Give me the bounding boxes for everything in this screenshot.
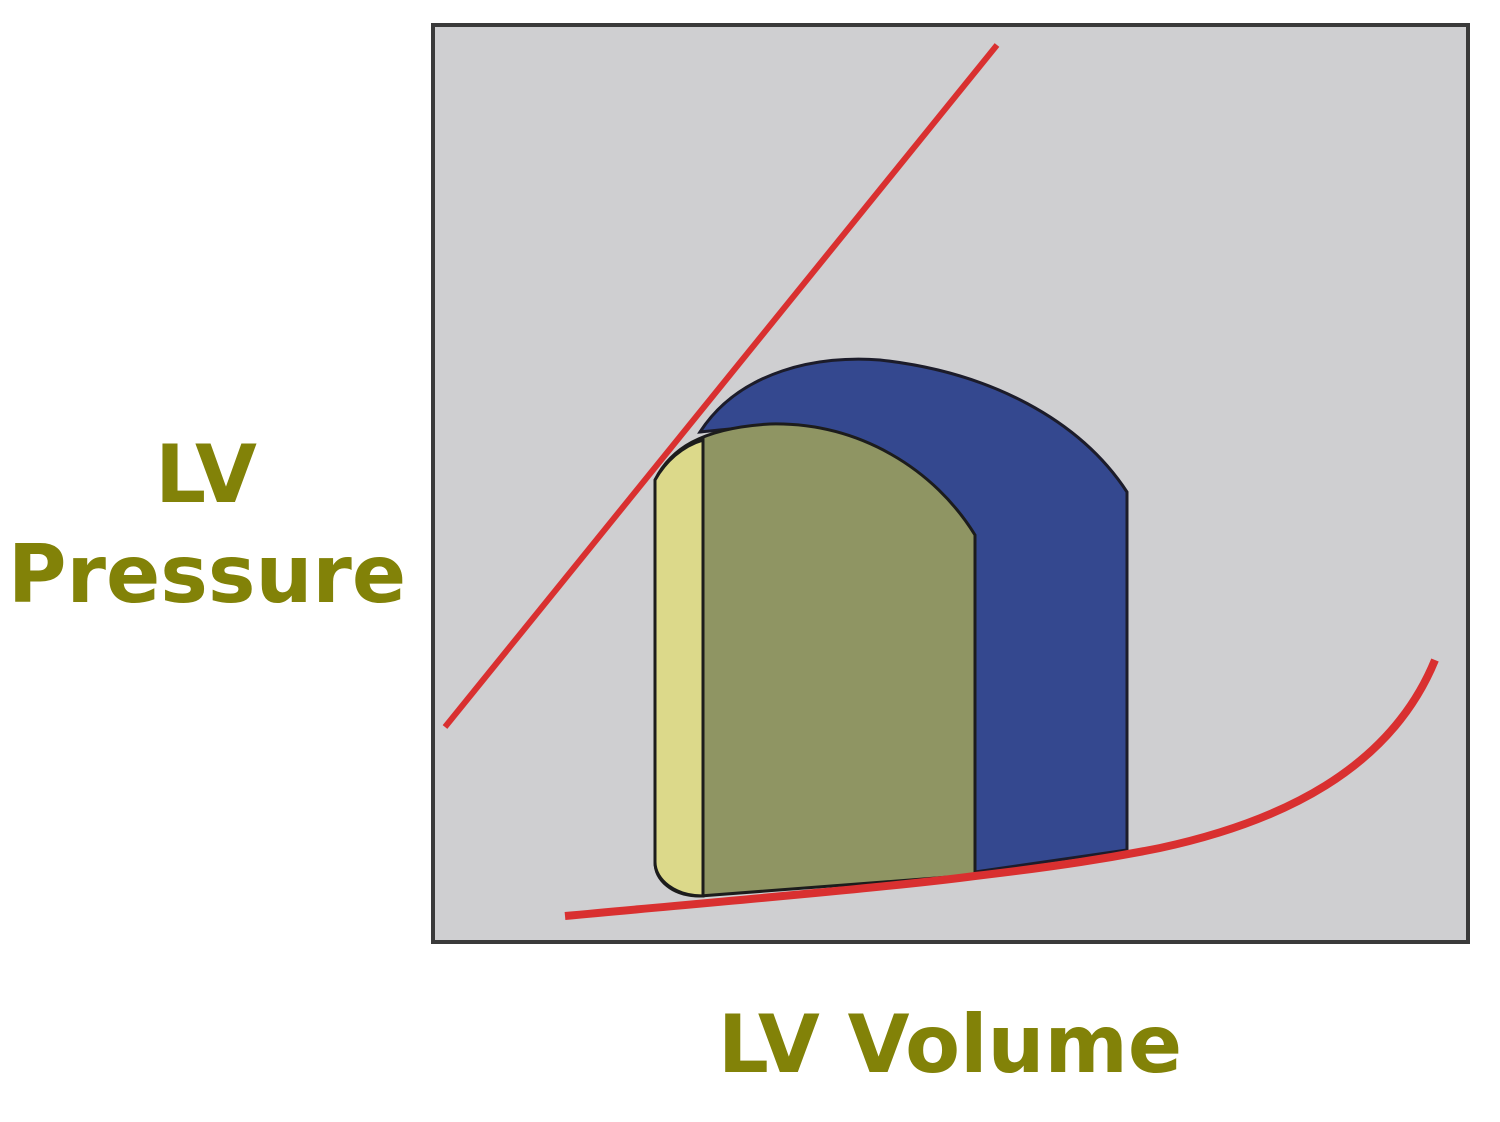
x-label: LV Volume xyxy=(718,998,1182,1091)
edpvr-curve xyxy=(564,658,1439,920)
y-label-line: LV xyxy=(155,428,257,521)
yellow-strip xyxy=(653,438,705,898)
y-label-line: Pressure xyxy=(8,528,406,621)
espvr-line xyxy=(442,43,1000,729)
